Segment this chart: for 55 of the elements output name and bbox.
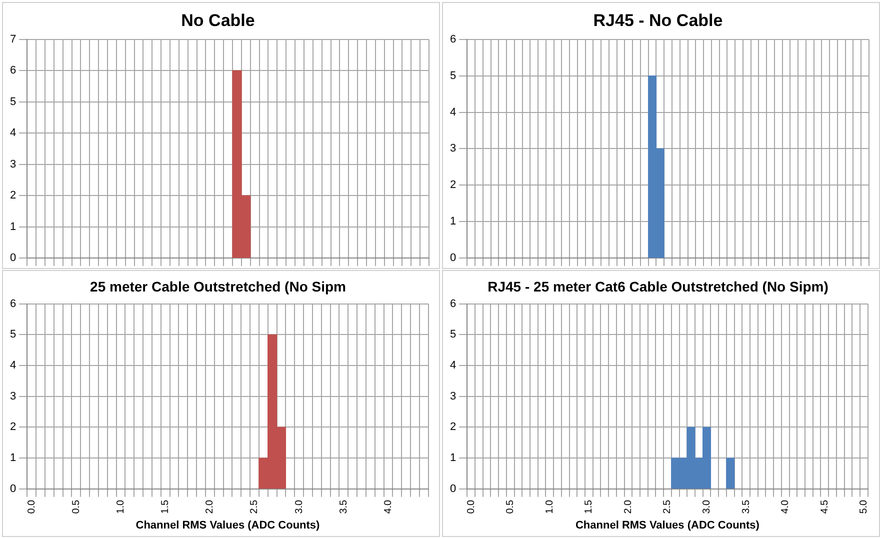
x-tick-label: 3.0 <box>294 499 305 514</box>
y-tick-label: 1 <box>450 216 456 228</box>
x-tick-label: 0.5 <box>70 499 82 514</box>
y-tick-label: 6 <box>450 298 456 310</box>
x-tick-label: 4.5 <box>819 499 830 514</box>
y-tick-label: 1 <box>10 452 16 464</box>
y-tick-label: 6 <box>450 33 456 46</box>
y-tick-label: 2 <box>450 421 456 434</box>
y-tick-label: 3 <box>450 142 456 155</box>
y-tick-label: 0 <box>10 482 16 495</box>
y-tick-label: 4 <box>10 127 16 140</box>
y-tick-label: 6 <box>10 64 16 77</box>
x-tick-label: 3.5 <box>338 499 350 514</box>
y-tick-label: 0 <box>450 482 456 495</box>
x-tick-label: 0.0 <box>466 499 477 514</box>
chart-title: 25 meter Cable Outstretched (No Sipm <box>90 278 346 294</box>
y-tick-label: 5 <box>450 70 456 82</box>
x-tick-label: 0.0 <box>26 499 38 514</box>
x-tick-label: 5.0 <box>858 499 870 514</box>
x-tick-label: 2.0 <box>204 499 216 514</box>
x-tick-label: 1.0 <box>115 499 126 514</box>
y-tick-label: 1 <box>10 220 16 233</box>
y-tick-label: 6 <box>10 298 16 310</box>
y-tick-label: 2 <box>10 190 16 202</box>
x-tick-label: 3.0 <box>702 499 713 514</box>
y-tick-label: 5 <box>10 96 16 108</box>
x-tick-label: 4.0 <box>780 499 792 514</box>
y-tick-label: 1 <box>450 452 456 464</box>
x-tick-label: 1.5 <box>584 499 595 514</box>
y-tick-label: 3 <box>10 390 16 402</box>
x-tick-label: 2.0 <box>622 499 634 514</box>
y-tick-label: 5 <box>10 328 16 341</box>
y-tick-label: 4 <box>10 360 16 372</box>
x-tick-label: 1.0 <box>544 499 556 514</box>
x-tick-label: 2.5 <box>662 499 674 514</box>
x-tick-label: 0.5 <box>505 499 516 514</box>
x-tick-label: 4.0 <box>382 499 394 514</box>
x-axis-title: Channel RMS Values (ADC Counts) <box>575 519 760 532</box>
y-tick-label: 4 <box>450 106 456 118</box>
x-tick-label: 2.5 <box>249 499 260 514</box>
y-tick-label: 3 <box>450 390 456 402</box>
y-tick-label: 2 <box>450 179 456 192</box>
chart-title: RJ45 - No Cable <box>593 10 723 30</box>
y-tick-label: 3 <box>10 158 16 170</box>
y-tick-label: 4 <box>450 360 456 372</box>
y-tick-label: 5 <box>450 328 456 341</box>
x-tick-label: 1.5 <box>160 499 172 514</box>
chart-title: RJ45 - 25 meter Cat6 Cable Outstretched (No Sipm) <box>488 278 828 294</box>
y-tick-label: 7 <box>10 33 16 46</box>
x-tick-label: 3.5 <box>740 499 752 514</box>
y-tick-label: 0 <box>450 252 456 264</box>
chart-title: No Cable <box>181 10 255 30</box>
y-tick-label: 2 <box>10 421 16 434</box>
x-axis-title: Channel RMS Values (ADC Counts) <box>136 519 320 532</box>
y-tick-label: 0 <box>10 252 16 264</box>
